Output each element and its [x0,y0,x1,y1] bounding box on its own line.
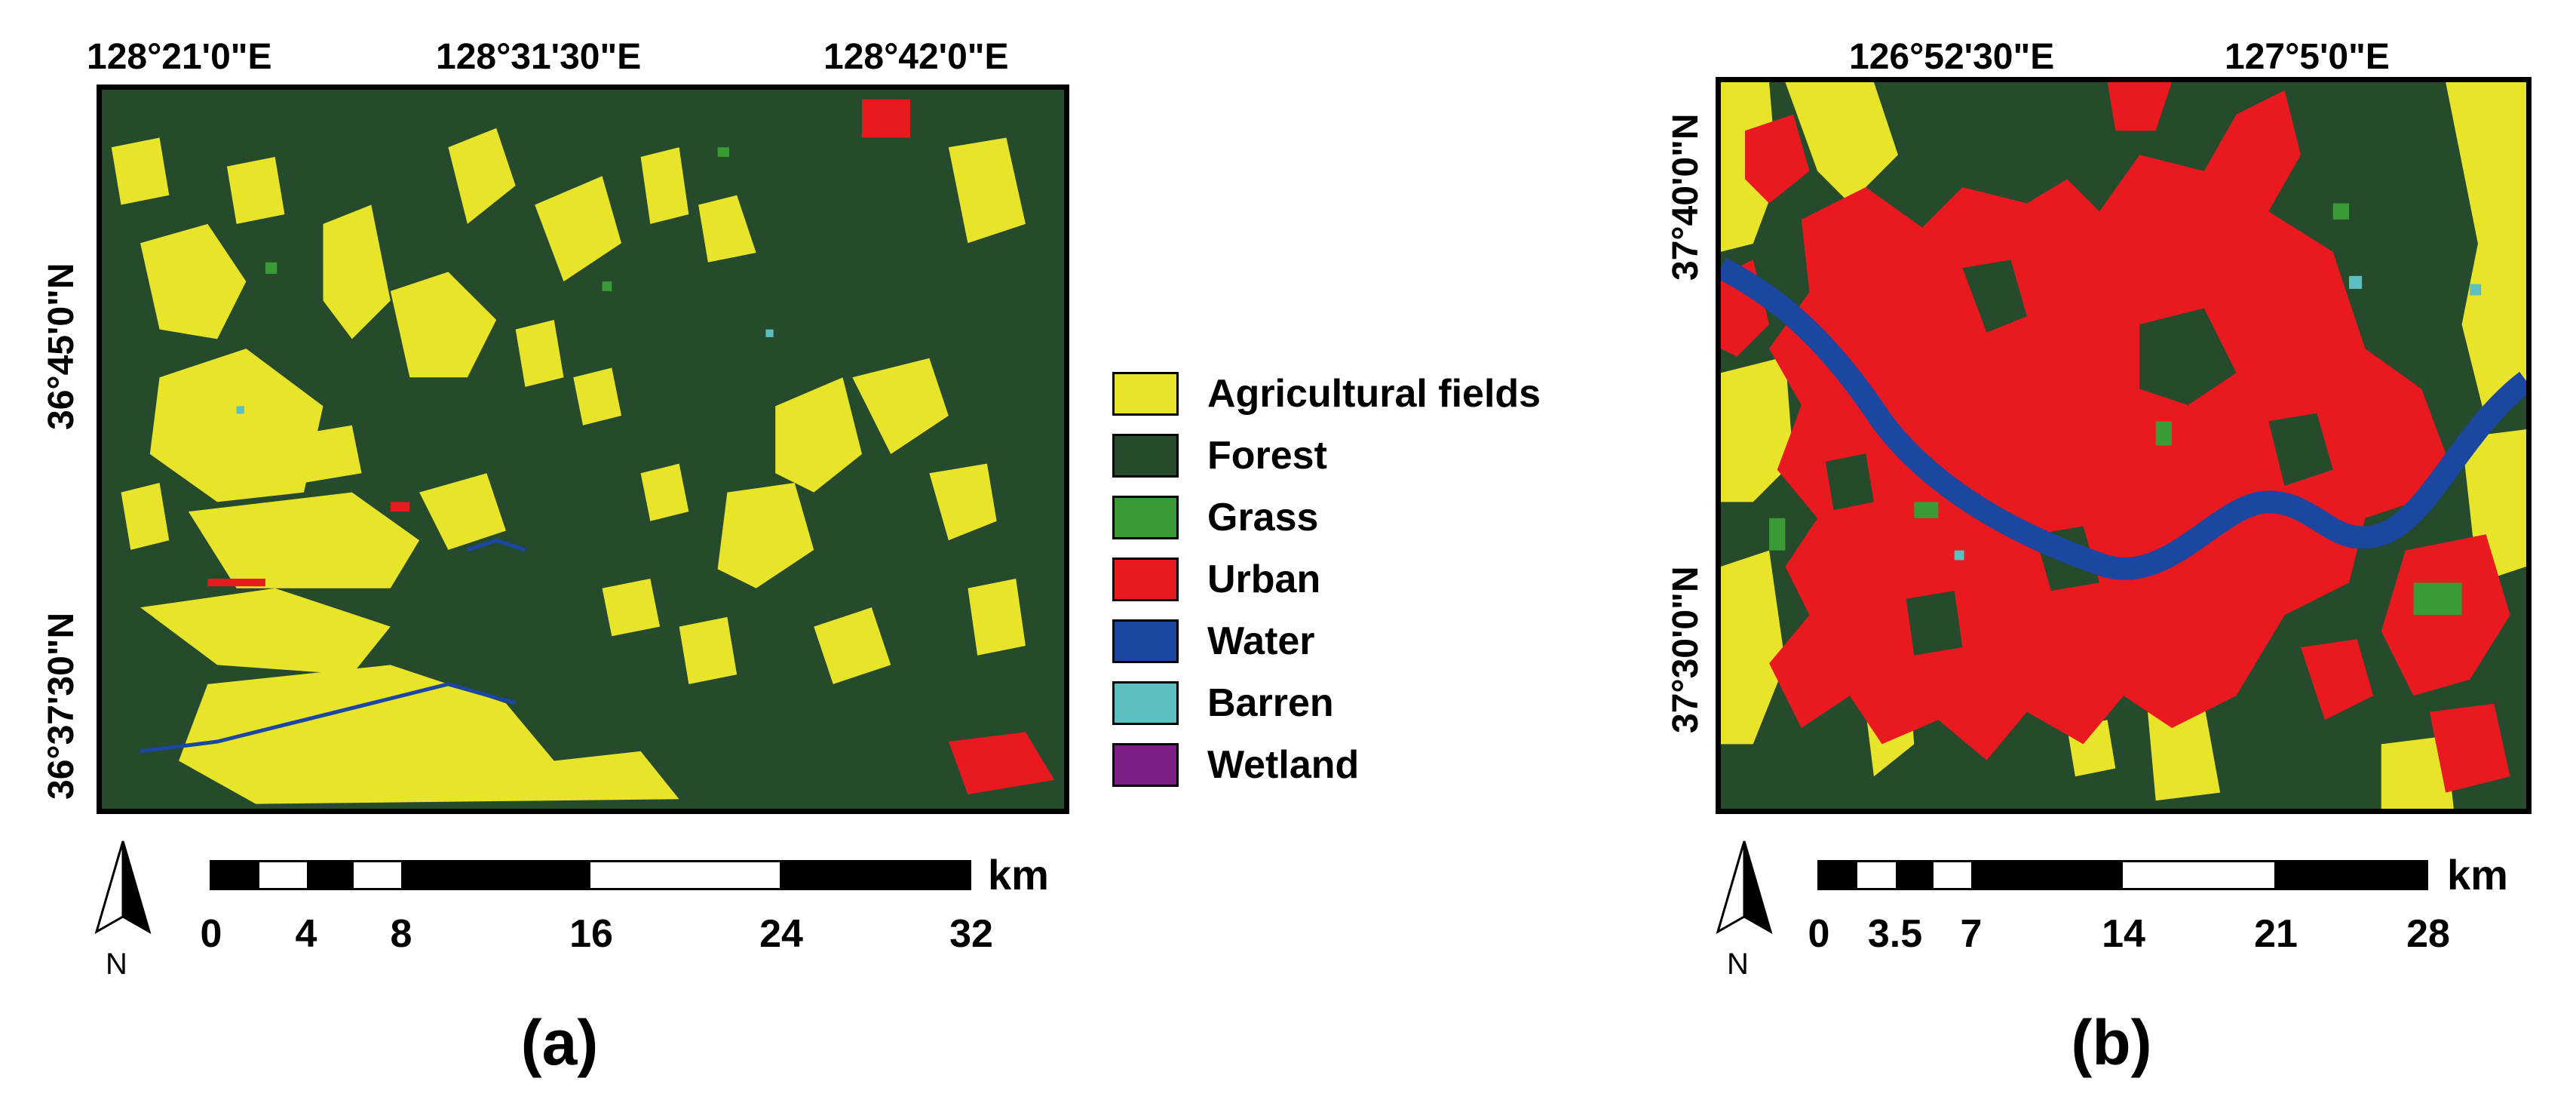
latitude-label: 37°30'0"N [1666,566,1706,733]
north-label: N [106,948,127,981]
legend-swatch [1112,619,1179,663]
legend-item: Forest [1112,432,1327,480]
north-label: N [1727,948,1749,981]
scale-tick: 3.5 [1867,912,1923,956]
scale-unit: km [988,851,1049,899]
land-cover-map-b [1716,77,2532,814]
latitude-label: 36°45'0"N [41,263,81,430]
scale-tick: 28 [2406,912,2450,956]
scale-bar-a [210,860,971,890]
legend-swatch [1112,743,1179,787]
legend-swatch [1112,681,1179,725]
legend-label: Barren [1207,681,1334,725]
longitude-label: 127°5'0"E [2225,37,2390,77]
legend-label: Urban [1207,558,1321,601]
scale-tick: 7 [1960,912,1983,956]
legend-item: Barren [1112,679,1334,727]
longitude-label: 126°52'30"E [1849,37,2055,77]
scale-tick: 8 [390,912,412,956]
legend-label: Water [1207,619,1315,663]
scale-tick: 24 [759,912,803,956]
panel-label-a: (a) [520,1007,599,1078]
scale-bar-b [1817,860,2428,890]
legend-label: Forest [1207,434,1327,478]
legend-swatch [1112,496,1179,539]
scale-tick: 0 [200,912,222,956]
north-arrow-icon [94,840,152,935]
longitude-label: 128°31'30"E [436,37,642,77]
scale-tick: 32 [949,912,993,956]
scale-tick: 4 [295,912,317,956]
legend-item: Water [1112,617,1315,665]
latitude-label: 37°40'0"N [1666,113,1706,281]
scale-tick: 14 [2102,912,2145,956]
scale-tick: 0 [1808,912,1830,956]
legend-label: Agricultural fields [1207,372,1541,416]
scale-tick: 16 [569,912,613,956]
legend-swatch [1112,558,1179,601]
land-cover-map-a [97,84,1069,814]
land-cover-map-a-graphic [102,90,1064,809]
legend-label: Grass [1207,496,1319,539]
legend-item: Urban [1112,555,1320,604]
legend-item: Grass [1112,493,1318,542]
scale-tick: 21 [2254,912,2298,956]
legend-item: Agricultural fields [1112,370,1541,418]
longitude-label: 128°42'0"E [823,37,1009,77]
legend-item: Wetland [1112,741,1359,789]
legend-swatch [1112,434,1179,478]
legend-swatch [1112,372,1179,416]
latitude-label: 36°37'30"N [41,612,81,800]
longitude-label: 128°21'0"E [87,37,272,77]
north-arrow-icon [1716,840,1773,935]
panel-label-b: (b) [2071,1007,2152,1078]
legend-label: Wetland [1207,743,1360,787]
scale-unit: km [2447,851,2508,899]
land-cover-map-b-graphic [1721,82,2526,809]
